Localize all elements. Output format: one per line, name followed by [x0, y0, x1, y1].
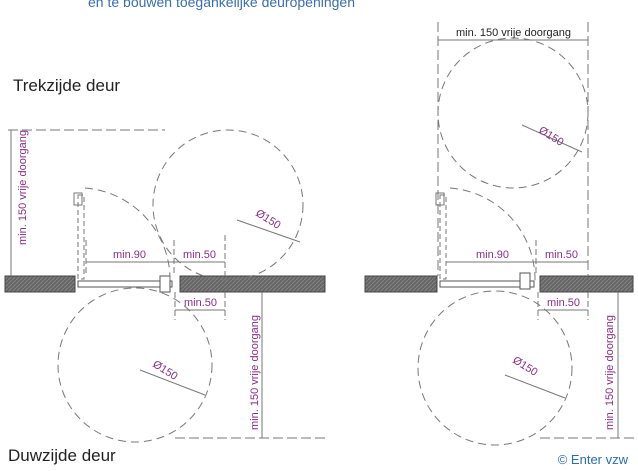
right-turning-circle-push — [417, 290, 573, 446]
push-side-label: Duwzijde deur — [8, 446, 116, 465]
right-dim-clear-passage: min. 150 vrije doorgang — [456, 27, 571, 39]
left-diameter-leader-top — [236, 219, 301, 243]
right-turning-circle-pull — [437, 37, 589, 189]
left-dim-clear-passage: min. 150 vrije doorgang — [17, 130, 29, 245]
right-dim-circle-top: Ø150 — [536, 124, 565, 148]
left-door-swing-arc — [84, 187, 171, 283]
pull-side-label: Trekzijde deur — [13, 76, 121, 95]
left-dim-door-width: min.90 — [113, 249, 146, 261]
left-turning-circle-pull — [152, 129, 304, 281]
right-diagram: min. 150 vrije doorgang min.90 min.50 mi… — [364, 22, 636, 446]
right-open-door-leaf — [439, 194, 447, 280]
credit-text: © Enter vzw — [557, 452, 628, 467]
right-dim-side-space-top: min.50 — [545, 249, 578, 261]
left-dim-circle-top: Ø150 — [253, 207, 282, 231]
left-wall-right — [179, 275, 326, 293]
right-dim-door-width: min.90 — [476, 249, 509, 261]
right-diameter-leader-bottom — [504, 374, 566, 399]
right-open-door-handle — [435, 192, 445, 206]
right-dim-circle-bottom: Ø150 — [510, 354, 539, 378]
left-wall-left — [4, 275, 76, 293]
left-dim-push-passage: min. 150 vrije doorgang — [249, 315, 261, 430]
left-turning-circle-push — [57, 287, 213, 443]
right-dim-push-passage: min. 150 vrije doorgang — [604, 315, 616, 430]
right-door-swing-arc — [449, 187, 536, 283]
left-open-door-handle — [73, 192, 83, 206]
left-door-leaf — [77, 280, 173, 288]
left-diameter-leader-bottom — [139, 369, 206, 396]
right-door-leaf — [439, 280, 535, 288]
left-dim-side-space-bottom: min.50 — [184, 297, 217, 309]
right-wall-left — [364, 275, 438, 293]
right-dim-side-space-bottom: min.50 — [547, 297, 580, 309]
left-diagram: min. 150 vrije doorgang min.90 min.50 mi… — [4, 129, 326, 443]
right-diameter-leader-top — [521, 124, 583, 153]
header-cut-text: en te bouwen toegankelijke deuropeningen — [88, 0, 355, 10]
left-door-handle — [159, 275, 171, 293]
left-open-door-leaf — [77, 194, 85, 280]
right-wall-right — [539, 275, 634, 293]
left-dim-side-space-top: min.50 — [183, 249, 216, 261]
right-door-handle — [519, 272, 531, 290]
